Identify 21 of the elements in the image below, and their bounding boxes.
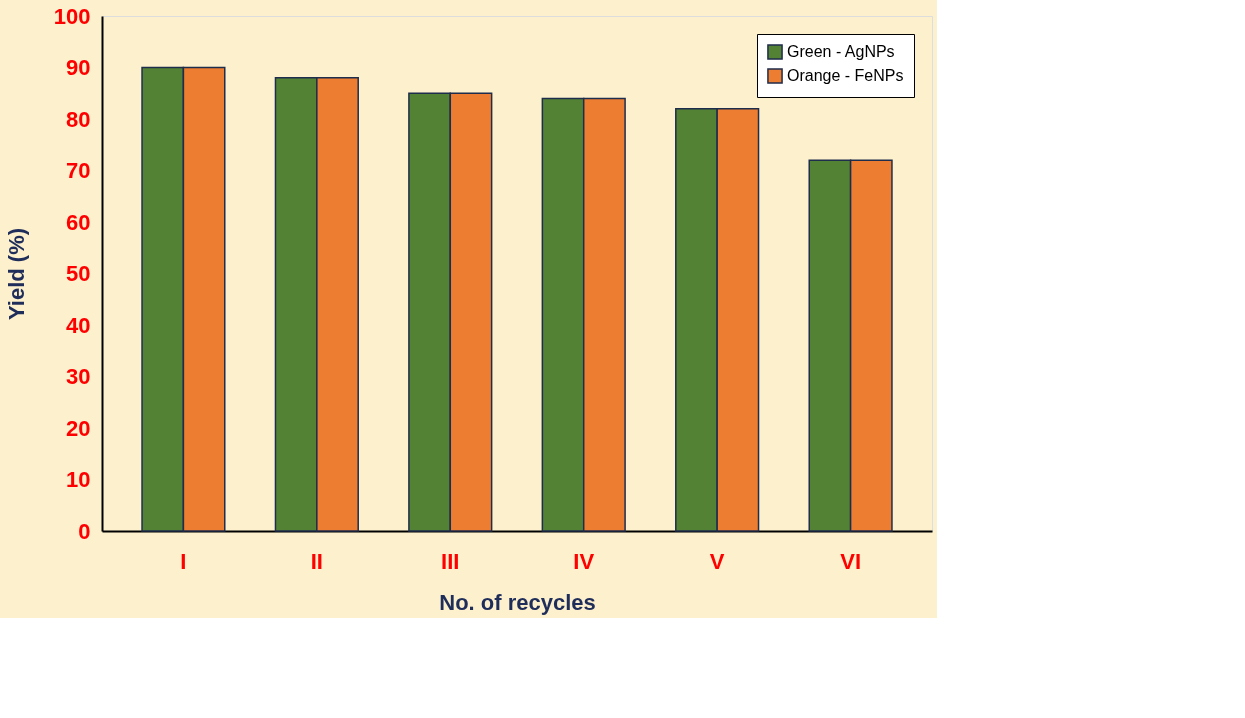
x-tick-label: I: [180, 548, 187, 574]
y-tick-label: 100: [53, 3, 91, 29]
x-tick-label: V: [709, 548, 725, 574]
y-tick-label: 60: [66, 209, 91, 235]
y-tick-label: 20: [66, 415, 91, 441]
y-tick-label: 0: [78, 518, 91, 544]
y-tick-label: 40: [66, 312, 91, 338]
y-tick-label: 90: [66, 55, 91, 80]
x-axis-title: No. of recycles: [439, 589, 596, 615]
y-tick-label: 30: [66, 364, 91, 389]
x-tick-label: III: [441, 548, 460, 574]
y-tick-label: 10: [66, 467, 91, 492]
x-tick-label: II: [310, 548, 323, 574]
x-tick-label: VI: [840, 548, 861, 574]
x-tick-label: IV: [573, 548, 595, 574]
y-axis-title: Yield (%): [3, 227, 29, 321]
y-tick-label: 80: [66, 106, 91, 132]
y-tick-label: 50: [66, 261, 91, 286]
legend-label: Green - AgNPs: [787, 43, 895, 60]
y-tick-label: 70: [66, 158, 91, 183]
legend-label: Orange - FeNPs: [787, 67, 904, 84]
